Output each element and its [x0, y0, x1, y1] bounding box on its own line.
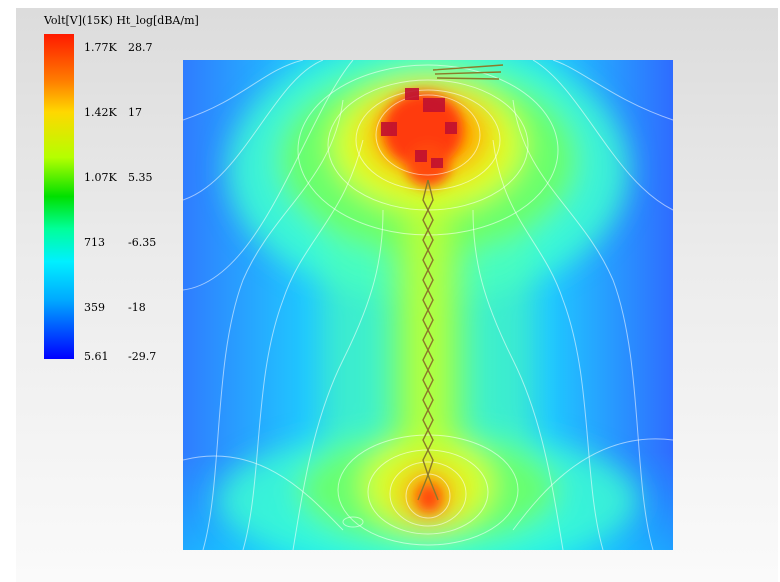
legend-title: Volt[V](15K) Ht_log[dBA/m] [44, 14, 199, 27]
volt-tick-label: 713 [84, 236, 105, 249]
field-heatmap[interactable] [183, 60, 673, 550]
volt-tick-label: 1.42K [84, 106, 117, 119]
ht-tick-label: -29.7 [128, 350, 157, 363]
volt-tick-label: 1.77K [84, 41, 117, 54]
contour-lines [183, 60, 673, 550]
ht-tick-label: 17 [128, 106, 142, 119]
ht-tick-label: 28.7 [128, 41, 153, 54]
ht-tick-label: 5.35 [128, 171, 153, 184]
conductor-chain [417, 64, 504, 501]
ht-tick-label: -18 [128, 301, 146, 314]
field-layers [218, 60, 638, 550]
heatmap-svg [183, 60, 673, 550]
source-blocks [381, 88, 457, 168]
volt-tick-label: 359 [84, 301, 105, 314]
colorbar [44, 34, 74, 359]
volt-tick-label: 5.61 [84, 350, 109, 363]
volt-tick-label: 1.07K [84, 171, 117, 184]
ht-tick-label: -6.35 [128, 236, 157, 249]
